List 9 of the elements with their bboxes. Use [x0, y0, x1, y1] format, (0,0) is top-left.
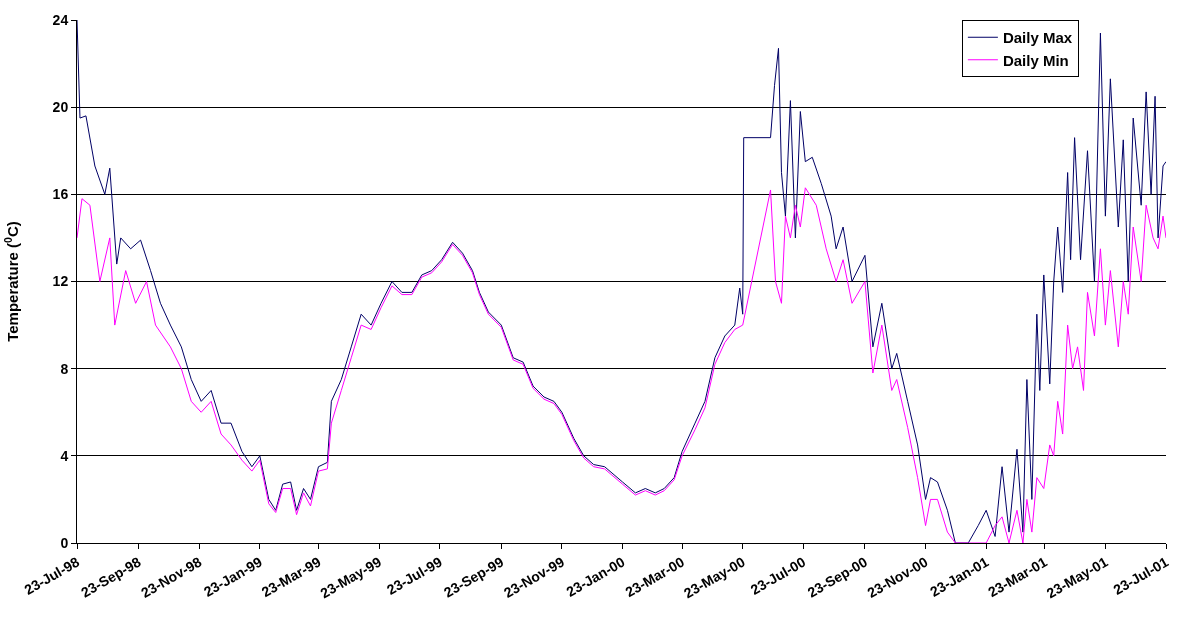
y-tick-label: 8 — [60, 360, 69, 377]
legend-label: Daily Min — [1002, 51, 1069, 69]
y-tick-label: 16 — [52, 186, 69, 203]
y-tick-label: 4 — [60, 447, 69, 464]
legend-label: Daily Max — [1002, 29, 1073, 47]
y-tick-label: 0 — [60, 534, 69, 551]
y-tick-label: 24 — [52, 11, 69, 28]
y-tick-label: 20 — [52, 99, 69, 116]
y-tick-label: 12 — [52, 273, 69, 290]
